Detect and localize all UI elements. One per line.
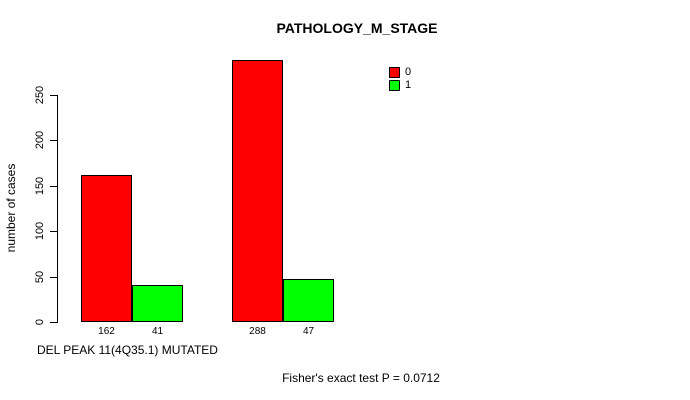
y-axis-line (57, 95, 58, 323)
y-tick-label-0: 0 (34, 318, 46, 326)
fisher-test-note: Fisher's exact test P = 0.0712 (282, 371, 440, 385)
bar-value-label-series0-group2: 288 (249, 326, 266, 337)
bar-value-label-series1-group1: 41 (151, 326, 164, 337)
y-tick-label-100: 100 (34, 221, 46, 241)
y-tick-mark-0 (50, 322, 57, 323)
bar-series1-group1 (132, 285, 183, 322)
y-tick-label-150: 150 (34, 176, 46, 196)
bar-series1-group2 (283, 279, 334, 322)
bar-value-label-series0-group1: 162 (98, 326, 115, 337)
y-tick-mark-200 (50, 140, 57, 141)
chart-title: PATHOLOGY_M_STAGE (276, 20, 438, 36)
y-tick-label-200: 200 (34, 130, 46, 150)
x-axis-title: DEL PEAK 11(4Q35.1) MUTATED (37, 343, 218, 357)
bar-value-label-series1-group2: 47 (302, 326, 315, 337)
legend-item-1: 1 (389, 79, 411, 91)
legend-swatch-icon (389, 66, 400, 78)
y-tick-mark-250 (50, 95, 57, 96)
y-axis-title: number of cases (4, 163, 18, 253)
y-tick-mark-150 (50, 186, 57, 187)
y-tick-mark-50 (50, 277, 57, 278)
bar-series0-group1 (81, 175, 132, 322)
y-tick-label-250: 250 (34, 85, 46, 105)
legend-item-0: 0 (389, 66, 411, 78)
bar-series0-group2 (232, 60, 283, 322)
legend-label: 1 (405, 78, 412, 91)
legend-swatch-icon (389, 79, 400, 91)
y-tick-label-50: 50 (34, 270, 46, 284)
y-tick-mark-100 (50, 231, 57, 232)
legend-label: 0 (405, 65, 412, 78)
